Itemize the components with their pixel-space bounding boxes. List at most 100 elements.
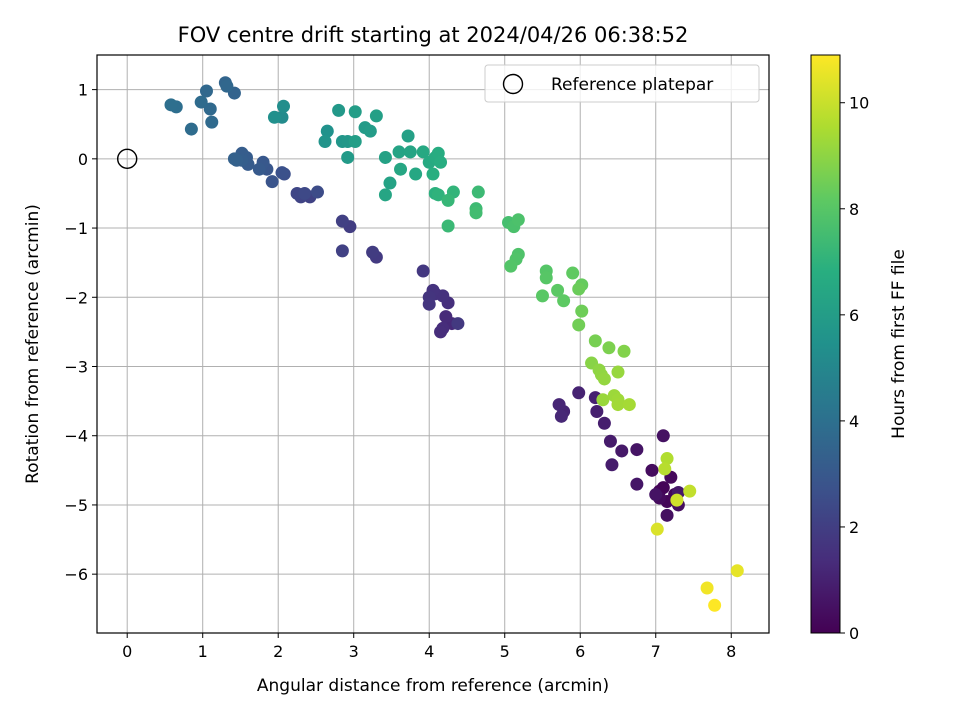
data-points (164, 76, 744, 612)
data-point (416, 264, 430, 278)
data-point (597, 372, 611, 386)
data-point (566, 266, 580, 280)
data-point (394, 162, 408, 176)
colorbar: 0 2 4 6 8 10 Hours from first FF file (810, 54, 909, 643)
data-point (617, 344, 631, 358)
x-tick-label: 3 (349, 642, 359, 661)
data-point (557, 294, 571, 308)
data-point (658, 462, 672, 476)
data-point (369, 109, 383, 123)
data-point (276, 99, 290, 113)
data-point (596, 393, 610, 407)
data-point (603, 434, 617, 448)
y-tick-label: −3 (64, 357, 88, 376)
data-point (378, 150, 392, 164)
data-point (656, 429, 670, 443)
data-point (205, 115, 219, 129)
data-point (551, 283, 565, 297)
data-point (572, 386, 586, 400)
colorbar-tick-label: 4 (849, 412, 859, 431)
y-tick-label: −6 (64, 565, 88, 584)
data-point (431, 188, 445, 202)
data-point (572, 282, 586, 296)
data-point (615, 444, 629, 458)
colorbar-tick-label: 6 (849, 306, 859, 325)
legend-marker-icon (502, 73, 524, 95)
y-tick-label: −1 (64, 219, 88, 238)
legend: Reference platepar (484, 64, 760, 103)
y-tick-label: 0 (78, 150, 88, 169)
data-point (267, 110, 281, 124)
data-point (708, 598, 722, 612)
data-point (611, 365, 625, 379)
data-point (348, 135, 362, 149)
data-point (363, 124, 377, 138)
y-tick-label: −4 (64, 427, 88, 446)
x-tick-label: 4 (424, 642, 434, 661)
data-point (332, 103, 346, 117)
data-point (588, 334, 602, 348)
data-point (511, 213, 525, 227)
data-point (422, 297, 436, 311)
data-point (252, 162, 266, 176)
data-point (471, 185, 485, 199)
data-point (660, 452, 674, 466)
data-point (622, 398, 636, 412)
data-point (341, 150, 355, 164)
data-point (469, 206, 483, 220)
data-point (184, 122, 198, 136)
data-point (320, 124, 334, 138)
data-point (504, 259, 518, 273)
data-point (700, 581, 714, 595)
data-point (630, 443, 644, 457)
colorbar-label: Hours from first FF file (889, 249, 909, 439)
y-axis-label: Rotation from reference (arcmin) (23, 204, 43, 484)
data-point (575, 304, 589, 318)
data-point (605, 458, 619, 472)
data-point (730, 564, 744, 578)
colorbar-tick-label: 2 (849, 518, 859, 537)
y-tick-label: −5 (64, 496, 88, 515)
data-point (441, 219, 455, 233)
x-axis-ticks: 0 1 2 3 4 5 6 7 8 (122, 633, 736, 661)
data-point (552, 398, 566, 412)
x-tick-label: 1 (198, 642, 208, 661)
colorbar-tick-label: 0 (849, 624, 859, 643)
data-point (366, 245, 380, 259)
data-point (683, 484, 697, 498)
data-point (426, 167, 440, 181)
data-point (220, 79, 234, 93)
y-tick-label: 1 (78, 81, 88, 100)
x-tick-label: 6 (575, 642, 585, 661)
x-tick-label: 7 (651, 642, 661, 661)
data-point (660, 508, 674, 522)
data-point (416, 145, 430, 159)
plot-frame (96, 54, 770, 634)
data-point (611, 398, 625, 412)
data-point (409, 167, 423, 181)
x-tick-label: 2 (273, 642, 283, 661)
colorbar-tick-label: 10 (849, 94, 869, 113)
data-point (199, 84, 213, 98)
data-point (535, 289, 549, 303)
x-axis-label: Angular distance from reference (arcmin) (257, 676, 609, 696)
data-point (383, 176, 397, 190)
data-point (441, 193, 455, 207)
chart-title: FOV centre drift starting at 2024/04/26 … (178, 23, 689, 47)
data-point (275, 166, 289, 180)
data-point (310, 185, 324, 199)
data-point (403, 145, 417, 159)
reference-marker (117, 148, 138, 170)
data-point (401, 129, 415, 143)
colorbar-gradient (810, 54, 841, 634)
data-point (164, 98, 178, 112)
data-point (590, 404, 604, 418)
data-point (434, 155, 448, 169)
data-point (645, 463, 659, 477)
colorbar-ticks: 0 2 4 6 8 10 (840, 94, 869, 643)
data-point (554, 409, 568, 423)
data-point (298, 186, 312, 200)
data-point (597, 416, 611, 430)
legend-box (484, 64, 760, 103)
